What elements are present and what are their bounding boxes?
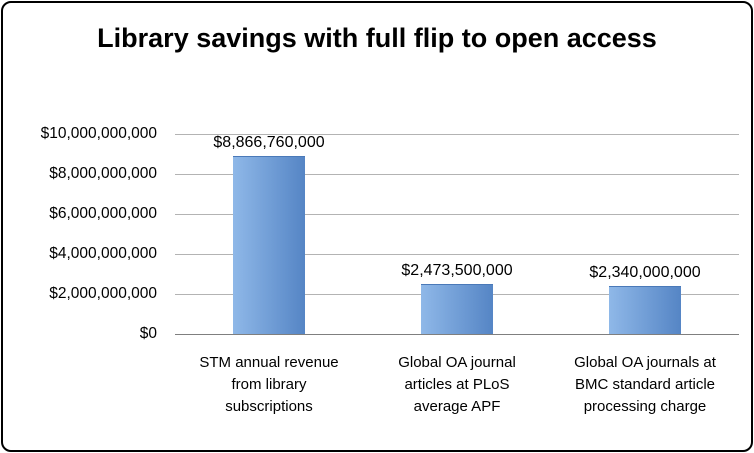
bar-column: $8,866,760,000: [175, 134, 363, 334]
bar: [233, 155, 305, 334]
y-axis-tick-label: $8,000,000,000: [49, 165, 157, 182]
y-axis-tick-label: $4,000,000,000: [49, 245, 157, 262]
bar: [609, 286, 681, 334]
x-category-label-text: Global OA journals at BMC standard artic…: [574, 354, 716, 415]
bar-column: $2,340,000,000: [551, 134, 739, 334]
y-axis: $10,000,000,000 $8,000,000,000 $6,000,000,…: [3, 125, 165, 342]
plot-area: $8,866,760,000 $2,473,500,000 $2,340,000,0…: [175, 134, 739, 335]
chart-title: Library savings with full flip to open a…: [97, 23, 657, 53]
gridline: [175, 134, 739, 135]
y-axis-tick-label: $0: [139, 325, 157, 342]
bar-value-label: $8,866,760,000: [213, 133, 325, 151]
bar-value-label: $2,473,500,000: [401, 261, 513, 279]
gridline: [175, 174, 739, 175]
bar-value-label: $2,340,000,000: [589, 264, 701, 282]
gridline: [175, 214, 739, 215]
bar: [421, 283, 493, 334]
bar-column: $2,473,500,000: [363, 134, 551, 334]
y-axis-tick-label: $10,000,000,000: [40, 125, 157, 142]
x-category-label-text: Global OA journal articles at PLoS avera…: [398, 354, 516, 415]
y-axis-tick-label: $6,000,000,000: [49, 205, 157, 222]
x-category-label: Global OA journals at BMC standard artic…: [551, 352, 739, 417]
x-category-label: STM annual revenue from library subscrip…: [175, 352, 363, 417]
y-axis-tick-label: $2,000,000,000: [49, 285, 157, 302]
gridline: [175, 254, 739, 255]
x-category-label: Global OA journal articles at PLoS avera…: [363, 352, 551, 417]
x-category-label-text: STM annual revenue from library subscrip…: [199, 354, 339, 415]
bars-layer: $8,866,760,000 $2,473,500,000 $2,340,000,0…: [175, 134, 739, 334]
x-axis: STM annual revenue from library subscrip…: [175, 352, 739, 417]
